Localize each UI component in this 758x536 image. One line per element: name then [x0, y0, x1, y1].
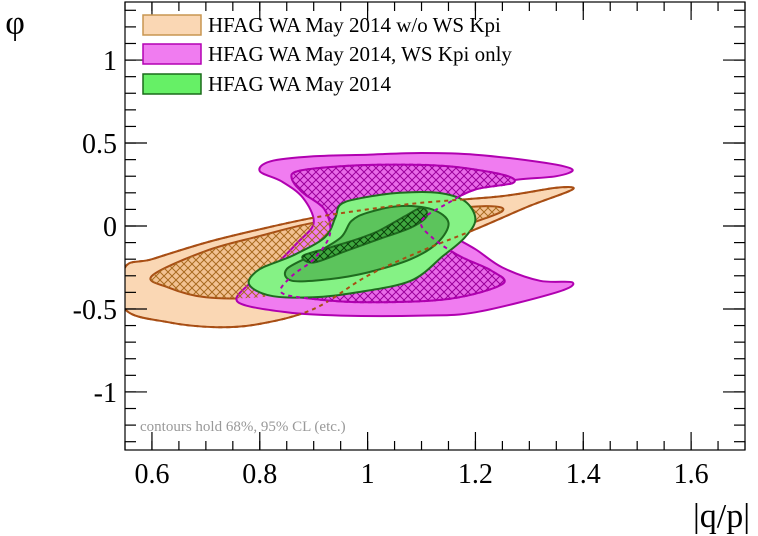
y-tick-label: -0.5: [73, 295, 117, 326]
y-axis-label: φ: [5, 5, 25, 42]
x-tick-label: 1.2: [458, 459, 493, 490]
x-tick-label: 0.8: [242, 459, 277, 490]
contour-combined-core-hatch: [302, 207, 428, 263]
legend-swatch-ws-only: [142, 43, 202, 65]
contour-ws-only-68-dashed: [279, 163, 516, 304]
y-tick-label: 0: [103, 212, 117, 243]
y-tick-label: -1: [94, 378, 117, 409]
axis-tick-labels: 0.6 0.8 1 1.2 1.4 1.6 1 0.5 0 -0.5 -1: [73, 46, 709, 490]
legend-label-without-ws: HFAG WA May 2014 w/o WS Kpi: [208, 13, 501, 37]
legend: HFAG WA May 2014 w/o WS Kpi HFAG WA May …: [142, 13, 512, 96]
x-tick-label: 0.6: [134, 459, 169, 490]
legend-swatch-combined: [142, 73, 202, 95]
x-tick-label: 1.6: [674, 459, 709, 490]
axis-ticks: [124, 2, 746, 450]
x-axis-label: |q/p|: [693, 498, 750, 535]
y-tick-label: 1: [103, 46, 117, 77]
legend-label-combined: HFAG WA May 2014: [208, 72, 391, 96]
contour-without-ws-95-dashed: [125, 186, 575, 329]
legend-label-ws-only: HFAG WA May 2014, WS Kpi only: [208, 42, 512, 66]
contour-layer: [125, 151, 575, 329]
y-tick-label: 0.5: [82, 129, 117, 160]
x-tick-label: 1.4: [566, 459, 601, 490]
legend-swatch-without-ws: [142, 14, 202, 36]
cl-annotation: contours hold 68%, 95% CL (etc.): [140, 419, 346, 435]
x-tick-label: 1: [361, 459, 375, 490]
